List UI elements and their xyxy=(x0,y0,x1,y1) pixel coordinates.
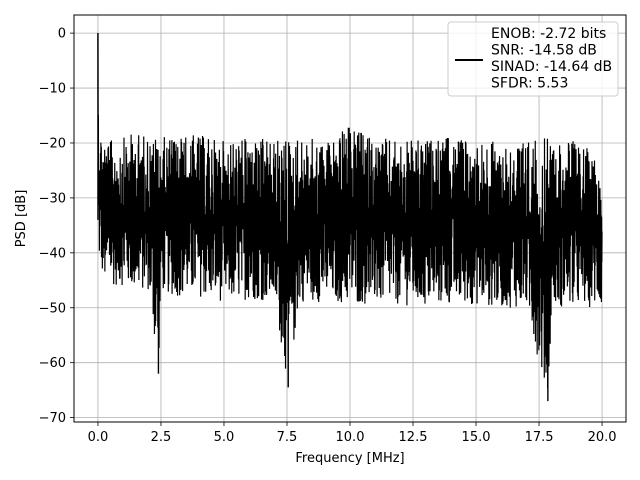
legend: ENOB: -2.72 bits SNR: -14.58 dB SINAD: -14… xyxy=(447,21,619,97)
x-tick-label: 17.5 xyxy=(525,430,554,445)
x-tick-label: 12.5 xyxy=(399,430,428,445)
legend-line: SNR: -14.58 dB xyxy=(491,43,597,59)
legend-line: SFDR: 5.53 xyxy=(491,76,568,92)
x-tick-label: 15.0 xyxy=(462,430,491,445)
legend-label: ENOB: -2.72 bits SNR: -14.58 dB SINAD: -14… xyxy=(491,26,612,92)
legend-box xyxy=(447,21,619,97)
y-tick-label: 0 xyxy=(58,27,66,42)
y-axis-label: PSD [dB] xyxy=(14,190,29,248)
y-tick-label: −20 xyxy=(39,136,66,151)
x-tick-label: 10.0 xyxy=(336,430,365,445)
series-line xyxy=(97,33,603,389)
x-axis-label: Frequency [MHz] xyxy=(295,451,404,466)
x-tick-label: 7.5 xyxy=(277,430,298,445)
y-tick-label: −40 xyxy=(39,246,66,261)
y-tick-label: −10 xyxy=(39,82,66,97)
legend-line: SINAD: -14.64 dB xyxy=(491,59,612,75)
y-tick-label: −50 xyxy=(39,301,66,316)
axis-ticks: 0.0 2.5 5.0 7.5 10.0 12.5 15.0 17.5 20.0 0 −10 −20 −… xyxy=(39,27,617,445)
y-tick-label: −70 xyxy=(39,411,66,426)
y-tick-label: −60 xyxy=(39,356,66,371)
x-tick-label: 5.0 xyxy=(214,430,235,445)
y-tick-label: −30 xyxy=(39,191,66,206)
x-tick-label: 0.0 xyxy=(88,430,109,445)
series-layer xyxy=(97,33,603,402)
x-tick-label: 20.0 xyxy=(588,430,617,445)
x-tick-label: 2.5 xyxy=(151,430,172,445)
legend-line: ENOB: -2.72 bits xyxy=(491,26,606,42)
